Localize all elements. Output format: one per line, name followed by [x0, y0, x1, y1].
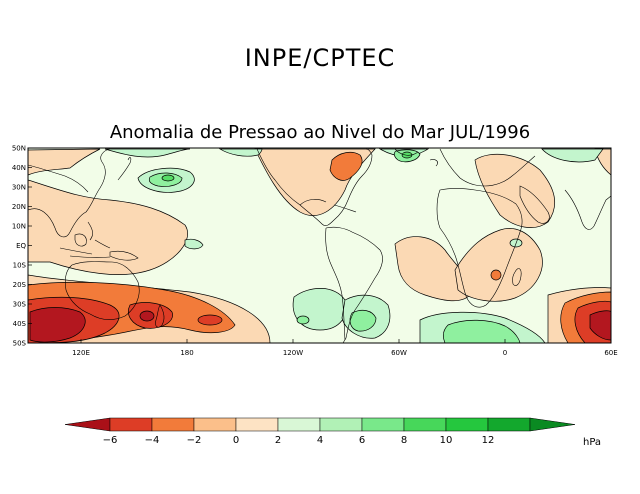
lon-tick-label: 60E [604, 349, 617, 357]
lat-tick-label: 40N [12, 164, 26, 172]
colorbar-segment [445, 417, 489, 432]
colorbar-tick-label: 0 [233, 435, 239, 446]
colorbar-tick-label: −4 [145, 435, 160, 446]
colorbar-segment [151, 417, 195, 432]
lat-tick-label: 40S [13, 320, 27, 328]
colorbar-high-extension [529, 417, 576, 432]
colorbar-segment [235, 417, 279, 432]
lon-tick-label: 0 [503, 349, 507, 357]
colorbar-segment [361, 417, 405, 432]
lon-tick-label: 60W [391, 349, 407, 357]
coastlines [28, 148, 611, 343]
lat-tick-label: 10S [13, 262, 27, 270]
colorbar-units: hPa [583, 437, 601, 448]
colorbar-tick-label: 4 [317, 435, 323, 446]
lon-tick-label: 120W [283, 349, 303, 357]
colorbar-low-extension [64, 417, 111, 432]
colorbar-segment [193, 417, 237, 432]
lat-tick-label: EQ [16, 242, 26, 250]
lat-tick-label: 30N [12, 184, 26, 192]
lat-tick-label: 30S [13, 301, 27, 309]
colorbar-tick-label: 2 [275, 435, 281, 446]
anomaly-field [28, 148, 611, 343]
colorbar-segment [277, 417, 321, 432]
colorbar: −6 −4 −2 0 2 4 6 8 10 12 hPa [64, 417, 601, 448]
longitude-axis: 120E 180 120W 60W 0 60E [72, 339, 618, 357]
colorbar-tick-label: 8 [401, 435, 407, 446]
lat-tick-label: 20S [13, 281, 27, 289]
map-title: Anomalia de Pressao ao Nivel do Mar JUL/… [109, 122, 531, 143]
colorbar-segment [403, 417, 447, 432]
colorbar-segment [109, 417, 153, 432]
lon-tick-label: 180 [180, 349, 193, 357]
colorbar-tick-label: −2 [187, 435, 202, 446]
lat-tick-label: 50N [12, 145, 26, 153]
agency-header: INPE/CPTEC [244, 44, 396, 72]
lat-tick-label: 50S [13, 340, 27, 348]
colorbar-tick-label: 12 [482, 435, 495, 446]
colorbar-segment [487, 417, 531, 432]
negative-strong-regions [29, 307, 611, 343]
colorbar-segment [319, 417, 363, 432]
lat-tick-label: 20N [12, 203, 26, 211]
colorbar-tick-label: 6 [359, 435, 365, 446]
lon-tick-label: 120E [72, 349, 90, 357]
latitude-axis: 50N 40N 30N 20N 10N EQ 10S 20S 30S 40S 50S [12, 145, 32, 348]
colorbar-tick-label: −6 [103, 435, 118, 446]
colorbar-tick-label: 10 [440, 435, 453, 446]
lat-tick-label: 10N [12, 223, 26, 231]
